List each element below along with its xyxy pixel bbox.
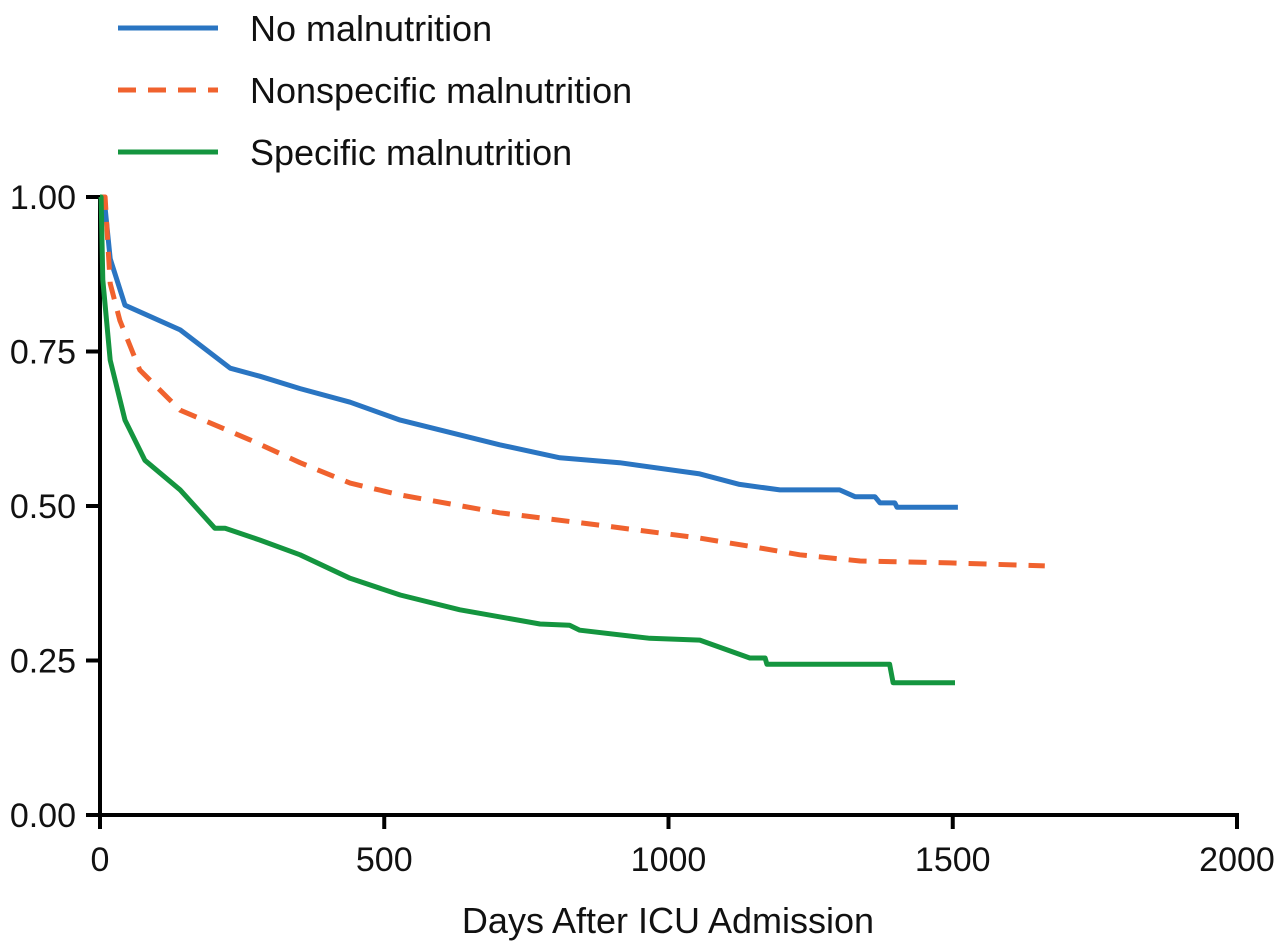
series-line-no-malnutrition	[100, 194, 958, 510]
legend-label-nonspecific-malnutrition: Nonspecific malnutrition	[250, 70, 632, 111]
x-tick-label: 1000	[631, 841, 707, 879]
x-tick-label: 1500	[915, 841, 991, 879]
y-tick-label: 0.00	[10, 797, 76, 835]
axes: 0 500 1000 1500 2000 0.00 0.25 0.50 0.75 1.00	[10, 179, 1275, 879]
x-axis-label: Days After ICU Admission	[462, 900, 874, 941]
series-group	[98, 194, 1045, 686]
x-tick-label: 0	[91, 841, 110, 879]
y-tick-label: 0.25	[10, 643, 76, 681]
x-tick-label: 2000	[1199, 841, 1275, 879]
series-line-nonspecific-malnutrition	[100, 194, 1045, 569]
legend-label-specific-malnutrition: Specific malnutrition	[250, 132, 572, 173]
y-tick-label: 0.50	[10, 488, 76, 526]
x-tick-label: 500	[356, 841, 413, 879]
legend-label-no-malnutrition: No malnutrition	[250, 8, 492, 49]
y-tick-label: 0.75	[10, 334, 76, 372]
legend: No malnutrition Nonspecific malnutrition S…	[118, 8, 632, 173]
series-line-specific-malnutrition	[98, 194, 955, 686]
y-tick-label: 1.00	[10, 179, 76, 217]
